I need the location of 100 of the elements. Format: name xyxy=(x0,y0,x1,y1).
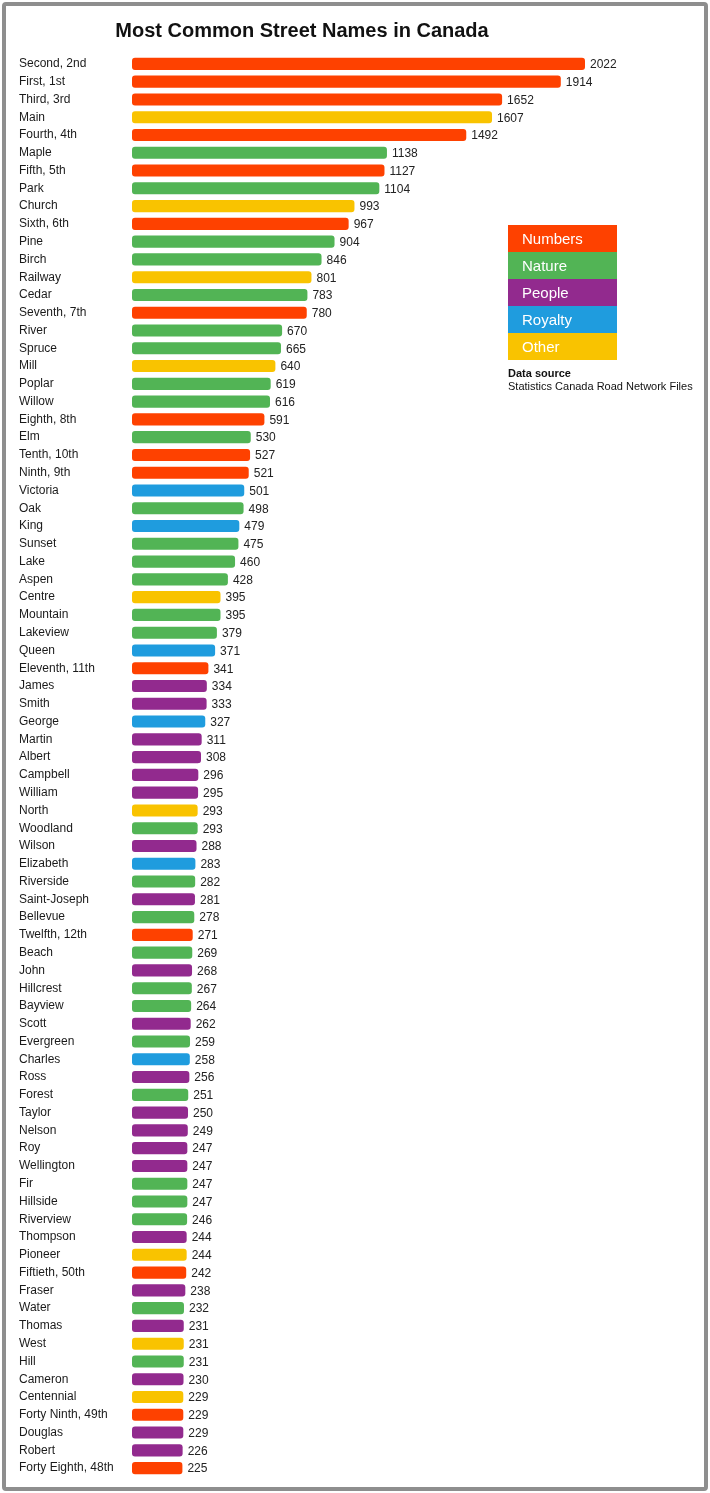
y-tick-label: Douglas xyxy=(19,1424,64,1439)
data-label: 2022 xyxy=(590,57,618,72)
data-label: 259 xyxy=(195,1034,216,1049)
bar xyxy=(132,182,380,195)
bar xyxy=(132,839,197,853)
y-tick-label: Queen xyxy=(19,642,56,657)
y-tick-label: Campbell xyxy=(19,767,70,782)
y-tick-label: Cedar xyxy=(19,287,52,302)
data-label: 1104 xyxy=(384,181,411,196)
y-tick-label: Tenth, 10th xyxy=(19,447,79,462)
data-label: 256 xyxy=(194,1070,215,1085)
y-tick-label: Eighth, 8th xyxy=(19,411,77,426)
data-label: 780 xyxy=(311,306,333,321)
data-label: 288 xyxy=(201,839,222,854)
data-label: 395 xyxy=(225,590,246,605)
bar xyxy=(132,537,239,550)
bar xyxy=(132,1284,186,1297)
bar xyxy=(132,1177,188,1190)
data-label: 1914 xyxy=(565,74,593,89)
data-label: 1492 xyxy=(471,128,499,143)
y-tick-label: Fifth, 5th xyxy=(19,162,66,177)
bar xyxy=(132,128,467,142)
y-tick-label: Wilson xyxy=(19,838,56,853)
bar xyxy=(132,288,308,302)
data-label: 293 xyxy=(202,803,223,818)
y-tick-label: Riverside xyxy=(19,873,70,888)
bar xyxy=(132,1426,184,1439)
bar xyxy=(132,1142,188,1155)
data-label: 282 xyxy=(200,874,221,889)
data-label: 308 xyxy=(206,750,227,765)
y-tick-label: George xyxy=(19,713,60,728)
y-tick-label: Mill xyxy=(19,358,37,373)
text: Royalty xyxy=(522,310,573,328)
bar xyxy=(132,111,493,124)
data-label: 262 xyxy=(195,1017,217,1032)
bar xyxy=(132,413,265,426)
y-tick-label: North xyxy=(19,802,49,817)
bar xyxy=(132,1444,183,1457)
y-tick-label: Forest xyxy=(19,1087,54,1102)
bar xyxy=(132,1302,184,1315)
y-tick-label: Fraser xyxy=(19,1282,54,1297)
bar xyxy=(132,253,322,266)
y-tick-label: Sixth, 6th xyxy=(19,216,70,231)
data-label: 229 xyxy=(188,1408,209,1423)
y-tick-label: William xyxy=(19,784,58,799)
data-label: 247 xyxy=(192,1141,213,1156)
y-tick-label: Victoria xyxy=(19,482,60,497)
data-label: 267 xyxy=(196,981,218,996)
y-tick-label: Willow xyxy=(19,393,54,408)
y-tick-label: Twelfth, 12th xyxy=(19,927,88,942)
data-label: 231 xyxy=(188,1337,210,1351)
data-label: 244 xyxy=(191,1248,213,1263)
data-label: 238 xyxy=(190,1283,211,1298)
data-label: 904 xyxy=(339,234,360,249)
y-tick-label: Forty Ninth, 49th xyxy=(19,1407,108,1422)
bar xyxy=(132,751,201,764)
y-tick-label: Smith xyxy=(19,696,50,711)
data-label: 616 xyxy=(275,394,296,409)
y-tick-label: Elizabeth xyxy=(19,856,69,871)
y-tick-label: Scott xyxy=(19,1016,48,1031)
data-label: 269 xyxy=(197,945,218,960)
y-tick-label: Saint-Joseph xyxy=(19,891,90,906)
y-tick-label: Lakeview xyxy=(19,625,70,639)
data-label: 334 xyxy=(211,679,233,694)
bar xyxy=(132,946,193,959)
bar xyxy=(132,608,221,621)
y-tick-label: Maple xyxy=(19,145,53,160)
bar xyxy=(132,519,240,533)
bar xyxy=(132,1159,188,1172)
annotation: Statistics Canada Road Network Files xyxy=(508,380,694,393)
y-tick-label: Wellington xyxy=(19,1158,75,1173)
y-tick-label: Riverview xyxy=(19,1211,72,1226)
data-label: 229 xyxy=(188,1390,209,1405)
y-tick-label: Aspen xyxy=(19,571,54,586)
data-label: 295 xyxy=(203,785,224,800)
y-tick-label: Centre xyxy=(19,589,56,604)
bar xyxy=(132,164,385,177)
annotation: Data source xyxy=(508,367,571,380)
data-label: 428 xyxy=(232,572,254,587)
bar xyxy=(132,591,221,604)
bar xyxy=(132,1053,190,1066)
y-tick-label: Eleventh, 11th xyxy=(19,660,95,675)
data-label: 371 xyxy=(220,643,241,658)
y-tick-label: Spruce xyxy=(19,340,58,355)
y-tick-label: Hillside xyxy=(19,1193,58,1208)
y-tick-label: River xyxy=(19,322,48,337)
y-tick-label: Charles xyxy=(19,1051,61,1066)
data-label: 231 xyxy=(188,1319,210,1334)
y-tick-label: Park xyxy=(19,180,45,195)
y-tick-label: Poplar xyxy=(19,376,54,391)
data-label: 232 xyxy=(188,1301,210,1316)
bar xyxy=(132,644,216,657)
y-tick-label: Thomas xyxy=(19,1318,63,1333)
data-label: 1652 xyxy=(507,92,535,107)
bar xyxy=(132,715,206,728)
data-label: 670 xyxy=(287,323,308,338)
bar xyxy=(132,1195,188,1208)
bar xyxy=(132,1248,187,1261)
y-tick-label: Fir xyxy=(19,1176,33,1191)
data-label: 1127 xyxy=(389,163,416,178)
